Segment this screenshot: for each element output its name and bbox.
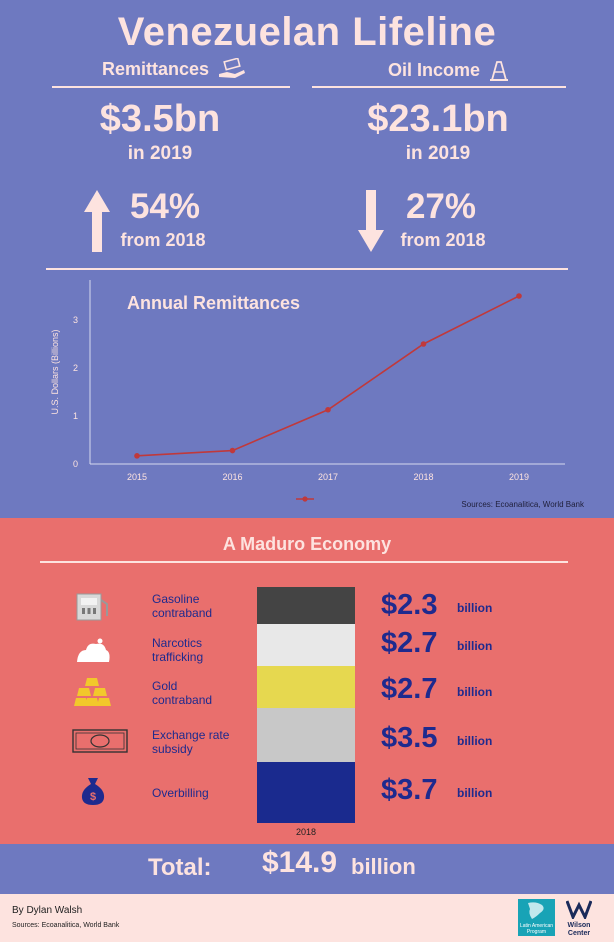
total-unit: billion bbox=[351, 854, 416, 879]
data-point bbox=[325, 406, 331, 413]
gasoline-label-line2: contraband bbox=[152, 606, 213, 620]
gold-value: $2.7 bbox=[381, 673, 438, 705]
stacked-bar-segment bbox=[257, 666, 355, 708]
x-tick-label: 2018 bbox=[413, 472, 433, 482]
gas-pump-icon bbox=[76, 593, 108, 621]
chart-title: Annual Remittances bbox=[127, 293, 301, 313]
data-point bbox=[516, 293, 522, 299]
x-tick-label: 2019 bbox=[509, 472, 529, 482]
stacked-bar-segment bbox=[257, 708, 355, 762]
gold-label: Gold contraband bbox=[152, 679, 212, 707]
page-title: Venezuelan Lifeline bbox=[117, 10, 497, 54]
data-point bbox=[229, 447, 236, 454]
footer-sources: Sources: Ecoanalitica, World Bank bbox=[12, 922, 120, 929]
remittances-value: $3.5bn bbox=[99, 98, 221, 140]
x-tick-label: 2016 bbox=[222, 472, 242, 482]
y-tick-label: 1 bbox=[73, 411, 78, 421]
oil-derrick-icon bbox=[490, 61, 509, 81]
wilson-text-line2: Center bbox=[567, 930, 591, 937]
exchange-label: Exchange rate subsidy bbox=[152, 728, 229, 756]
gold-bars-icon bbox=[74, 678, 111, 706]
exchange-value: $3.5 bbox=[381, 722, 438, 754]
exchange-label-line2: subsidy bbox=[152, 742, 193, 756]
remittances-chart: 0 1 2 3 2015 2016 2017 2018 2019 U.S. Dollars (Bi… bbox=[50, 280, 565, 482]
legend-marker bbox=[296, 496, 314, 502]
stacked-bar-segment bbox=[257, 762, 355, 823]
latin-american-program-text: Latin American Program bbox=[519, 923, 554, 935]
oil-income-change: 27% bbox=[405, 187, 477, 226]
gold-unit: billion bbox=[457, 685, 493, 699]
remittances-heading: Remittances bbox=[102, 58, 247, 80]
arrow-up-icon bbox=[84, 190, 110, 252]
chart-sources: Sources: Ecoanalitica, World Bank bbox=[461, 500, 584, 509]
narcotics-value: $2.7 bbox=[381, 627, 438, 659]
byline: By Dylan Walsh bbox=[12, 905, 83, 916]
oil-income-change-from: from 2018 bbox=[400, 230, 486, 250]
y-axis-label: U.S. Dollars (Billions) bbox=[50, 329, 60, 414]
y-tick-label: 3 bbox=[73, 315, 78, 325]
narcotics-label-line2: trafficking bbox=[152, 650, 204, 664]
hand-money-icon bbox=[219, 58, 246, 78]
series-line bbox=[136, 295, 520, 457]
latin-american-program-logo: Latin American Program bbox=[518, 899, 555, 936]
overbilling-unit: billion bbox=[457, 786, 493, 800]
exchange-unit: billion bbox=[457, 734, 493, 748]
gold-label-line2: contraband bbox=[152, 693, 213, 707]
overbilling-value: $3.7 bbox=[381, 774, 438, 806]
data-point bbox=[134, 453, 140, 459]
y-tick-label: 0 bbox=[73, 459, 78, 469]
gasoline-unit: billion bbox=[457, 601, 493, 615]
data-point bbox=[420, 341, 427, 347]
overbilling-label-line1: Overbilling bbox=[152, 786, 209, 800]
narcotics-unit: billion bbox=[457, 639, 493, 653]
gasoline-value: $2.3 bbox=[381, 589, 438, 621]
gold-label-line1: Gold bbox=[152, 679, 178, 693]
narcotics-label-line1: Narcotics bbox=[152, 636, 203, 650]
oil-income-heading: Oil Income bbox=[388, 58, 510, 82]
remittances-year: in 2019 bbox=[127, 143, 193, 164]
powder-pile-icon bbox=[77, 638, 110, 662]
arrow-down-icon bbox=[358, 190, 384, 252]
wilson-text-line1: Wilson bbox=[567, 922, 591, 929]
economy-title: A Maduro Economy bbox=[222, 534, 392, 554]
total-value: $14.9 bbox=[262, 846, 338, 879]
wilson-center-logo: Wilson Center bbox=[563, 899, 595, 939]
stacked-bar-segment bbox=[257, 587, 355, 624]
money-bag-icon: $ bbox=[81, 778, 105, 805]
y-tick-label: 2 bbox=[73, 363, 78, 373]
x-tick-label: 2015 bbox=[127, 472, 147, 482]
left-divider bbox=[52, 86, 290, 88]
exchange-label-line1: Exchange rate bbox=[152, 728, 230, 742]
chart-divider bbox=[46, 268, 568, 270]
remittances-heading-label: Remittances bbox=[102, 58, 210, 79]
wilson-w-icon bbox=[565, 900, 593, 921]
oil-income-heading-label: Oil Income bbox=[388, 59, 481, 80]
x-tick-label: 2017 bbox=[318, 472, 338, 482]
globe-icon bbox=[528, 902, 544, 919]
gasoline-label: Gasoline contraband bbox=[152, 592, 212, 620]
economy-divider bbox=[40, 561, 568, 563]
total-panel bbox=[0, 844, 614, 894]
gasoline-label-line1: Gasoline bbox=[152, 592, 200, 606]
svg-text:$: $ bbox=[90, 791, 96, 803]
stacked-bar-segment bbox=[257, 624, 355, 666]
banknote-icon bbox=[72, 729, 128, 753]
overbilling-label: Overbilling bbox=[152, 786, 209, 800]
remittances-change: 54% bbox=[129, 187, 201, 226]
total-label: Total: bbox=[148, 854, 212, 881]
oil-income-year: in 2019 bbox=[405, 143, 471, 164]
stacked-bar-year: 2018 bbox=[295, 827, 317, 837]
oil-income-value: $23.1bn bbox=[367, 98, 509, 140]
narcotics-label: Narcotics trafficking bbox=[152, 636, 203, 664]
right-divider bbox=[312, 86, 566, 88]
remittances-change-from: from 2018 bbox=[120, 230, 206, 250]
